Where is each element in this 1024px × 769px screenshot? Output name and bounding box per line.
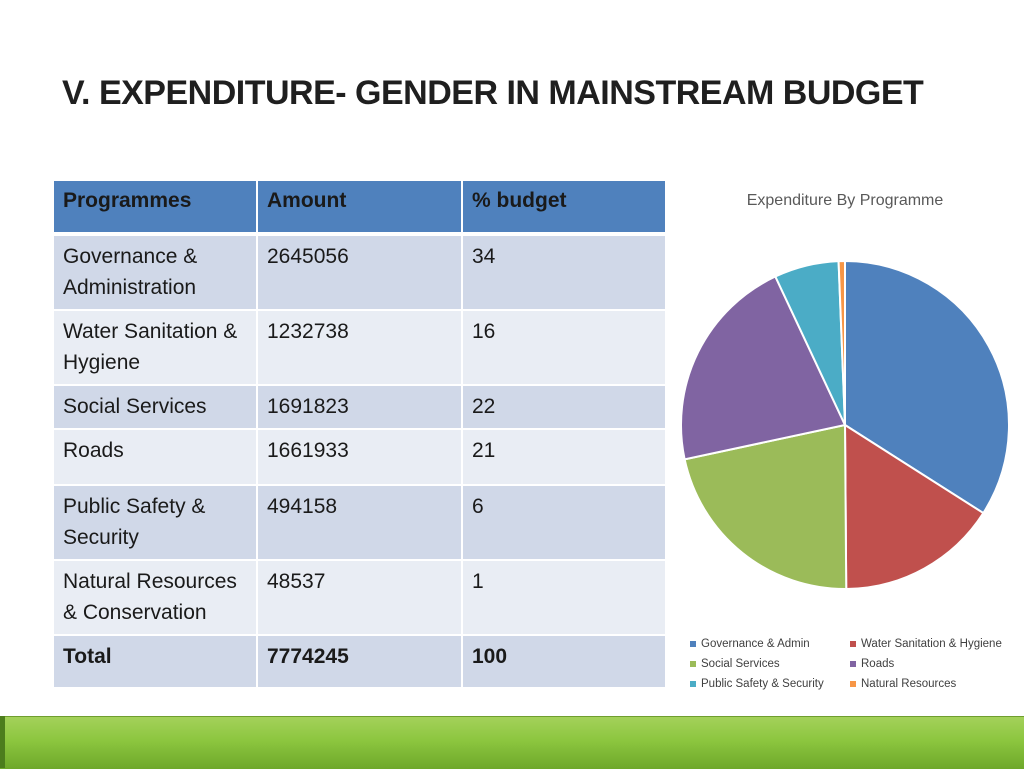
table-row: Roads 1661933 21: [52, 428, 667, 486]
header-amount: Amount: [256, 179, 463, 236]
programme-cell: Social Services: [52, 384, 258, 430]
amount-cell: 1661933: [256, 428, 463, 486]
pie-slice: [683, 423, 848, 590]
programme-cell: Natural Resources & Conservation: [52, 559, 258, 636]
budget-table: Programmes Amount % budget Governance & …: [52, 179, 667, 689]
legend-label: Public Safety & Security: [701, 678, 824, 690]
total-label-cell: Total: [52, 634, 258, 689]
footer-accent: [0, 716, 5, 768]
programme-cell: Governance & Administration: [52, 233, 258, 311]
legend-swatch: [690, 661, 696, 667]
programme-cell: Water Sanitation & Hygiene: [52, 309, 258, 386]
chart-title: Expenditure By Programme: [746, 192, 944, 209]
legend-swatch: [690, 681, 696, 687]
pie-slice: [843, 423, 985, 590]
legend-label: Water Sanitation & Hygiene: [861, 638, 1002, 650]
legend-item: Social Services: [690, 658, 850, 670]
pie-slice: [680, 275, 847, 461]
legend-swatch: [850, 641, 856, 647]
total-percent-cell: 100: [461, 634, 667, 689]
table-row: Social Services 1691823 22: [52, 384, 667, 430]
percent-cell: 1: [461, 559, 667, 636]
pie-chart: [680, 260, 1010, 590]
programme-cell: Public Safety & Security: [52, 484, 258, 561]
legend-label: Natural Resources: [861, 678, 957, 690]
legend-label: Governance & Admin: [701, 638, 810, 650]
percent-cell: 6: [461, 484, 667, 561]
percent-cell: 16: [461, 309, 667, 386]
pie-slice: [837, 260, 846, 426]
table-row: Governance & Administration 2645056 34: [52, 233, 667, 311]
table-header-row: Programmes Amount % budget: [52, 179, 667, 236]
percent-cell: 34: [461, 233, 667, 311]
amount-cell: 494158: [256, 484, 463, 561]
table-row: Public Safety & Security 494158 6: [52, 484, 667, 561]
chart-legend: Governance & Admin Water Sanitation & Hy…: [690, 638, 1020, 690]
total-amount-cell: 7774245: [256, 634, 463, 689]
legend-swatch: [690, 641, 696, 647]
table-total-row: Total 7774245 100: [52, 634, 667, 689]
slide-title: V. EXPENDITURE- GENDER IN MAINSTREAM BUD…: [62, 74, 924, 112]
legend-label: Roads: [861, 658, 895, 670]
amount-cell: 48537: [256, 559, 463, 636]
table-row: Water Sanitation & Hygiene 1232738 16: [52, 309, 667, 386]
legend-label: Social Services: [701, 658, 780, 670]
header-programmes: Programmes: [52, 179, 258, 236]
legend-item: Governance & Admin: [690, 638, 850, 650]
header-percent-budget: % budget: [461, 179, 667, 236]
footer-bar: [0, 716, 1024, 769]
amount-cell: 2645056: [256, 233, 463, 311]
legend-item: Public Safety & Security: [690, 678, 850, 690]
amount-cell: 1232738: [256, 309, 463, 386]
legend-item: Water Sanitation & Hygiene: [850, 638, 1020, 650]
percent-cell: 22: [461, 384, 667, 430]
legend-item: Natural Resources: [850, 678, 1020, 690]
percent-cell: 21: [461, 428, 667, 486]
legend-swatch: [850, 681, 856, 687]
amount-cell: 1691823: [256, 384, 463, 430]
table-row: Natural Resources & Conservation 48537 1: [52, 559, 667, 636]
pie-slices: [680, 260, 1010, 590]
legend-item: Roads: [850, 658, 1020, 670]
programme-cell: Roads: [52, 428, 258, 486]
legend-swatch: [850, 661, 856, 667]
